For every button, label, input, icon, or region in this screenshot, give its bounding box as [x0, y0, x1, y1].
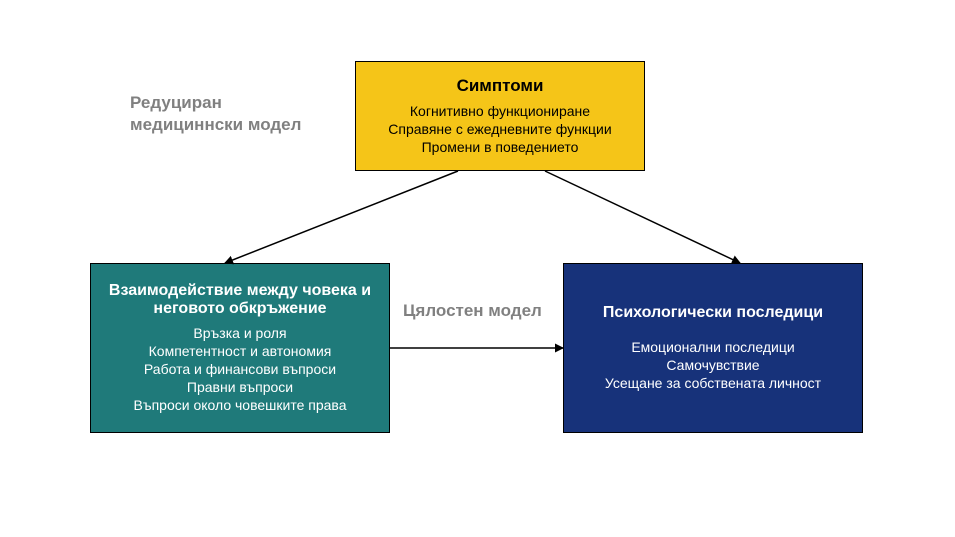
- node-interaction-line: Правни въпроси: [101, 378, 379, 396]
- node-interaction-line: Въпроси около човешките права: [101, 396, 379, 414]
- node-interaction-title-line: Взаимодействие между човека и: [101, 282, 379, 300]
- node-interaction-line: Връзка и роля: [101, 324, 379, 342]
- node-psychological-title: Психологически последици: [574, 304, 852, 322]
- edge-top-to-left: [225, 171, 458, 263]
- node-psychological-line: Усещане за собствената личност: [574, 374, 852, 392]
- node-interaction: Взаимодействие между човека и неговото о…: [90, 263, 390, 433]
- node-psychological: Психологически последици Емоционални пос…: [563, 263, 863, 433]
- node-psychological-line: Самочувствие: [574, 356, 852, 374]
- node-symptoms: Симптоми Когнитивно функциониране Справя…: [355, 61, 645, 171]
- label-holistic-text: Цялостен модел: [403, 301, 542, 320]
- label-reduced-line1: Редуциран: [130, 92, 301, 114]
- node-symptoms-title: Симптоми: [366, 76, 634, 96]
- node-psychological-line: Емоционални последици: [574, 338, 852, 356]
- spacer: [574, 328, 852, 338]
- node-symptoms-line: Промени в поведението: [366, 138, 634, 156]
- label-holistic-model: Цялостен модел: [403, 300, 542, 322]
- label-reduced-model: Редуциран медициннски модел: [130, 92, 301, 136]
- node-interaction-title-line: неговото обкръжение: [101, 300, 379, 318]
- node-interaction-line: Работа и финансови въпроси: [101, 360, 379, 378]
- node-symptoms-line: Когнитивно функциониране: [366, 102, 634, 120]
- node-interaction-line: Компетентност и автономия: [101, 342, 379, 360]
- edge-top-to-right: [545, 171, 740, 263]
- node-interaction-title: Взаимодействие между човека и неговото о…: [101, 282, 379, 318]
- label-reduced-line2: медициннски модел: [130, 114, 301, 136]
- node-symptoms-line: Справяне с ежедневните функции: [366, 120, 634, 138]
